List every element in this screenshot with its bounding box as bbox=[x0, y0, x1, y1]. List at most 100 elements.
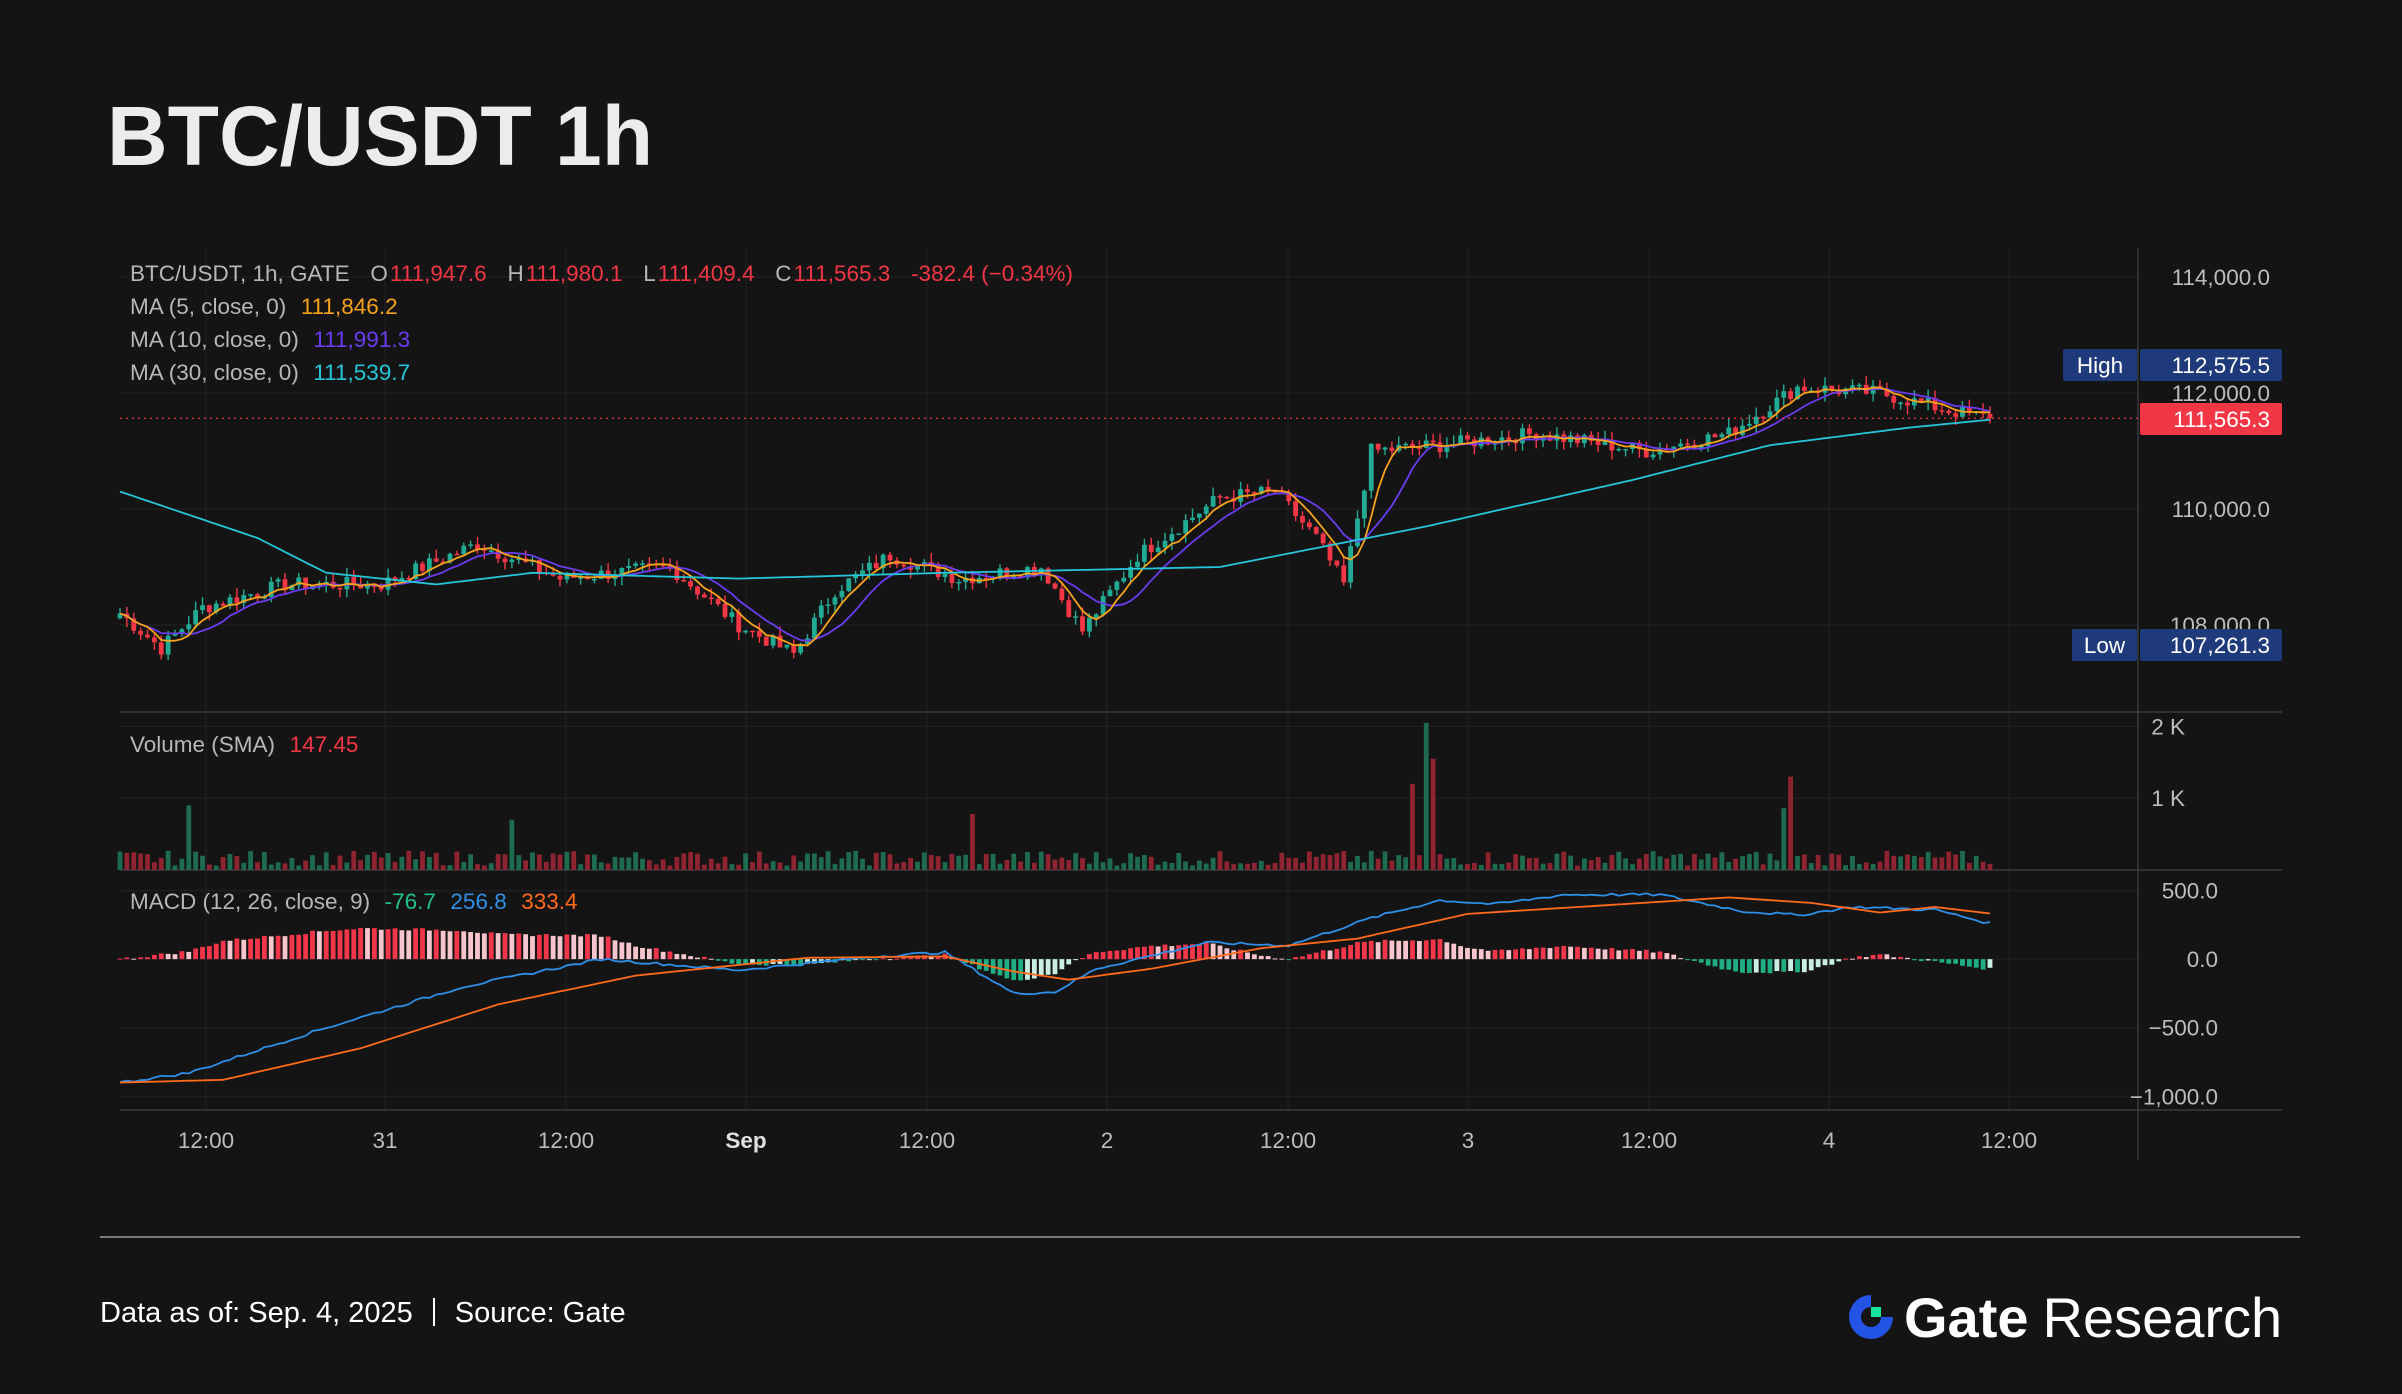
volume-bar bbox=[241, 862, 247, 870]
ohlc-legend: BTC/USDT, 1h, GATE O111,947.6 H111,980.1… bbox=[130, 261, 1075, 287]
volume-bar bbox=[1334, 853, 1340, 870]
ma30-legend: MA (30, close, 0) 111,539.7 bbox=[130, 360, 412, 386]
volume-bar bbox=[605, 863, 611, 870]
volume-bar bbox=[1224, 861, 1230, 870]
candle-body bbox=[1829, 385, 1835, 390]
macd-histogram-bar bbox=[1293, 957, 1299, 960]
candle-body bbox=[880, 554, 886, 569]
footer-separator bbox=[432, 1298, 435, 1326]
macd-histogram-bar bbox=[1100, 951, 1106, 960]
volume-bar bbox=[1953, 854, 1959, 870]
macd-histogram-bar bbox=[1712, 959, 1718, 967]
candle-body bbox=[1801, 386, 1807, 392]
candle-body bbox=[475, 544, 480, 550]
macd-histogram-bar bbox=[1306, 954, 1312, 960]
macd-histogram-bar bbox=[117, 958, 123, 960]
macd-histogram-bar bbox=[791, 959, 797, 966]
macd-histogram-bar bbox=[1568, 946, 1574, 960]
macd-line bbox=[119, 892, 1991, 1083]
candle-body bbox=[853, 574, 859, 579]
macd-histogram-bar bbox=[1520, 948, 1525, 960]
macd-histogram-bar bbox=[1939, 959, 1945, 963]
volume-bar bbox=[1822, 865, 1828, 870]
volume-bar bbox=[1609, 854, 1615, 870]
macd-histogram-bar bbox=[1554, 946, 1560, 960]
close-label: C bbox=[775, 261, 792, 286]
macd-histogram-bar bbox=[1719, 959, 1725, 970]
volume-bar bbox=[1905, 854, 1910, 870]
volume-bar bbox=[1726, 861, 1732, 870]
volume-bar bbox=[1616, 851, 1622, 870]
macd-histogram-bar bbox=[557, 936, 563, 960]
candle-body bbox=[873, 562, 879, 569]
candle-body bbox=[1520, 428, 1525, 444]
candle-body bbox=[1155, 547, 1161, 553]
macd-histogram-bar bbox=[406, 930, 412, 960]
macd-histogram-bar bbox=[1884, 954, 1890, 960]
volume-bar bbox=[213, 865, 219, 870]
candle-body bbox=[736, 612, 742, 633]
candle-body bbox=[1286, 492, 1292, 502]
macd-histogram-bar bbox=[1451, 943, 1457, 960]
macd-histogram-bar bbox=[413, 928, 419, 960]
macd-histogram-bar bbox=[1196, 943, 1202, 960]
volume-bar bbox=[1705, 853, 1711, 870]
candle-body bbox=[591, 578, 597, 581]
macd-histogram-bar bbox=[1774, 959, 1780, 972]
volume-bar bbox=[1973, 855, 1979, 870]
volume-bar bbox=[1355, 855, 1360, 870]
macd-histogram-bar bbox=[1375, 942, 1381, 960]
macd-histogram-bar bbox=[1265, 956, 1271, 960]
candle-body bbox=[420, 563, 425, 571]
volume-bar bbox=[1795, 856, 1800, 870]
volume-bar bbox=[1410, 783, 1415, 870]
data-source: Source: Gate bbox=[454, 1297, 626, 1329]
candle-body bbox=[1506, 437, 1512, 440]
volume-bar bbox=[1327, 855, 1333, 870]
macd-histogram-bar bbox=[151, 954, 157, 960]
macd-histogram-bar bbox=[1850, 958, 1855, 960]
candle-body bbox=[722, 604, 728, 617]
macd-histogram-bar bbox=[1808, 959, 1814, 971]
macd-histogram-bar bbox=[1086, 954, 1092, 960]
macd-histogram-bar bbox=[378, 929, 384, 960]
candle-body bbox=[358, 585, 364, 589]
macd-label: MACD (12, 26, close, 9) bbox=[130, 889, 371, 914]
volume-bar bbox=[1664, 858, 1670, 870]
volume-bar bbox=[1911, 855, 1917, 870]
macd-histogram-bar bbox=[1231, 950, 1237, 960]
volume-bar bbox=[358, 860, 364, 870]
candle-body bbox=[901, 564, 907, 567]
macd-histogram-bar bbox=[481, 933, 487, 960]
macd-histogram-bar bbox=[1183, 944, 1189, 960]
volume-bar bbox=[1430, 758, 1436, 870]
macd-histogram-bar bbox=[564, 934, 570, 960]
candle-body bbox=[921, 562, 927, 565]
macd-histogram-bar bbox=[1073, 959, 1079, 961]
volume-bar bbox=[1760, 864, 1766, 870]
volume-bar bbox=[255, 862, 260, 870]
candle-body bbox=[839, 591, 845, 598]
macd-histogram-bar bbox=[1760, 959, 1766, 973]
candle-body bbox=[1918, 398, 1924, 403]
macd-histogram-bar bbox=[1135, 947, 1140, 960]
macd-histogram-bar bbox=[1609, 947, 1615, 960]
volume-bar bbox=[1877, 861, 1883, 870]
candle-body bbox=[454, 553, 460, 556]
macd-histogram-bar bbox=[461, 931, 467, 960]
high-label: H bbox=[507, 261, 524, 286]
candle-body bbox=[1712, 434, 1718, 438]
volume-bar bbox=[701, 864, 707, 870]
candle-body bbox=[784, 644, 790, 648]
candle-body bbox=[268, 581, 274, 597]
macd-histogram-bar bbox=[1471, 948, 1477, 960]
candle-body bbox=[234, 597, 240, 604]
candle-body bbox=[1478, 437, 1484, 447]
candle-body bbox=[701, 594, 707, 598]
volume-bar bbox=[1004, 859, 1010, 870]
volume-bar bbox=[564, 851, 570, 870]
macd-histogram-bar bbox=[1588, 947, 1594, 960]
candle-body bbox=[1636, 442, 1642, 449]
volume-bar bbox=[1471, 862, 1477, 870]
